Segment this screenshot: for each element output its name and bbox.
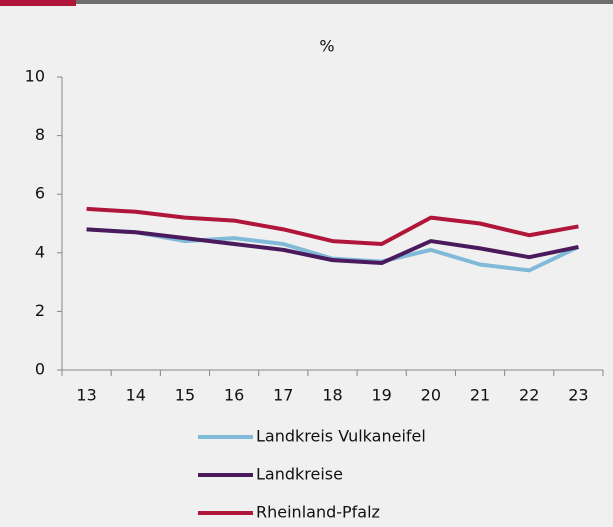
x-tick-label: 19: [372, 386, 392, 405]
x-tick-label: 16: [224, 386, 244, 405]
x-tick-label: 14: [126, 386, 146, 405]
y-tick-label: 10: [25, 67, 45, 86]
top-accent: [0, 0, 76, 6]
top-bar: [0, 0, 613, 4]
x-tick-label: 17: [273, 386, 293, 405]
x-tick-label: 22: [519, 386, 539, 405]
series-line: [86, 227, 579, 266]
legend-label: Landkreise: [256, 465, 343, 484]
series-line: [86, 206, 579, 247]
x-tick-label: 18: [322, 386, 342, 405]
legend-label: Rheinland-Pfalz: [256, 503, 380, 522]
x-tick-label: 13: [76, 386, 96, 405]
x-tick-label: 20: [421, 386, 441, 405]
y-tick-label: 0: [35, 360, 45, 379]
y-tick-label: 2: [35, 301, 45, 320]
y-tick-label: 4: [35, 242, 45, 261]
y-tick-label: 8: [35, 125, 45, 144]
x-tick-label: 21: [470, 386, 490, 405]
x-tick-label: 23: [568, 386, 588, 405]
x-tick-label: 15: [175, 386, 195, 405]
y-tick-label: 6: [35, 184, 45, 203]
chart-title: %: [319, 37, 334, 56]
legend-label: Landkreis Vulkaneifel: [256, 427, 426, 446]
